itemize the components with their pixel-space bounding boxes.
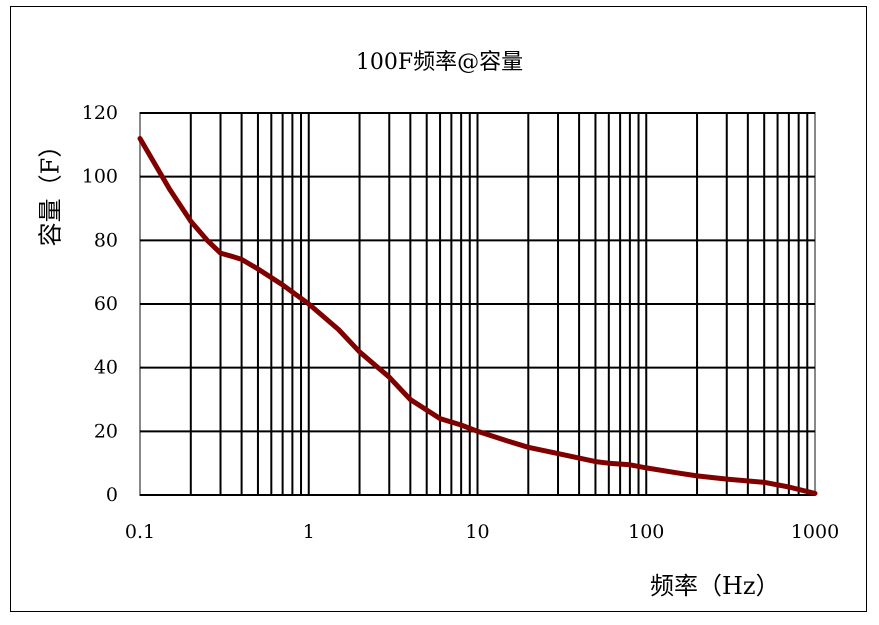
y-tick-label: 60 (94, 293, 118, 315)
y-tick-label: 100 (82, 166, 118, 188)
x-tick-label: 10 (465, 521, 489, 543)
x-tick-label: 0.1 (125, 521, 155, 543)
y-tick-label: 0 (106, 484, 118, 506)
x-axis-label: 频率（Hz） (650, 572, 780, 600)
x-tick-label: 1 (303, 521, 315, 543)
chart-title: 100F频率@容量 (355, 50, 524, 75)
y-tick-label: 80 (94, 229, 118, 251)
x-tick-label: 100 (628, 521, 664, 543)
capacitance-curve (137, 136, 818, 496)
y-tick-label: 40 (94, 357, 118, 379)
x-tick-label: 1000 (791, 521, 839, 543)
chart-frame (10, 6, 867, 612)
y-tick-label: 20 (94, 420, 118, 442)
y-tick-label: 120 (82, 102, 118, 124)
